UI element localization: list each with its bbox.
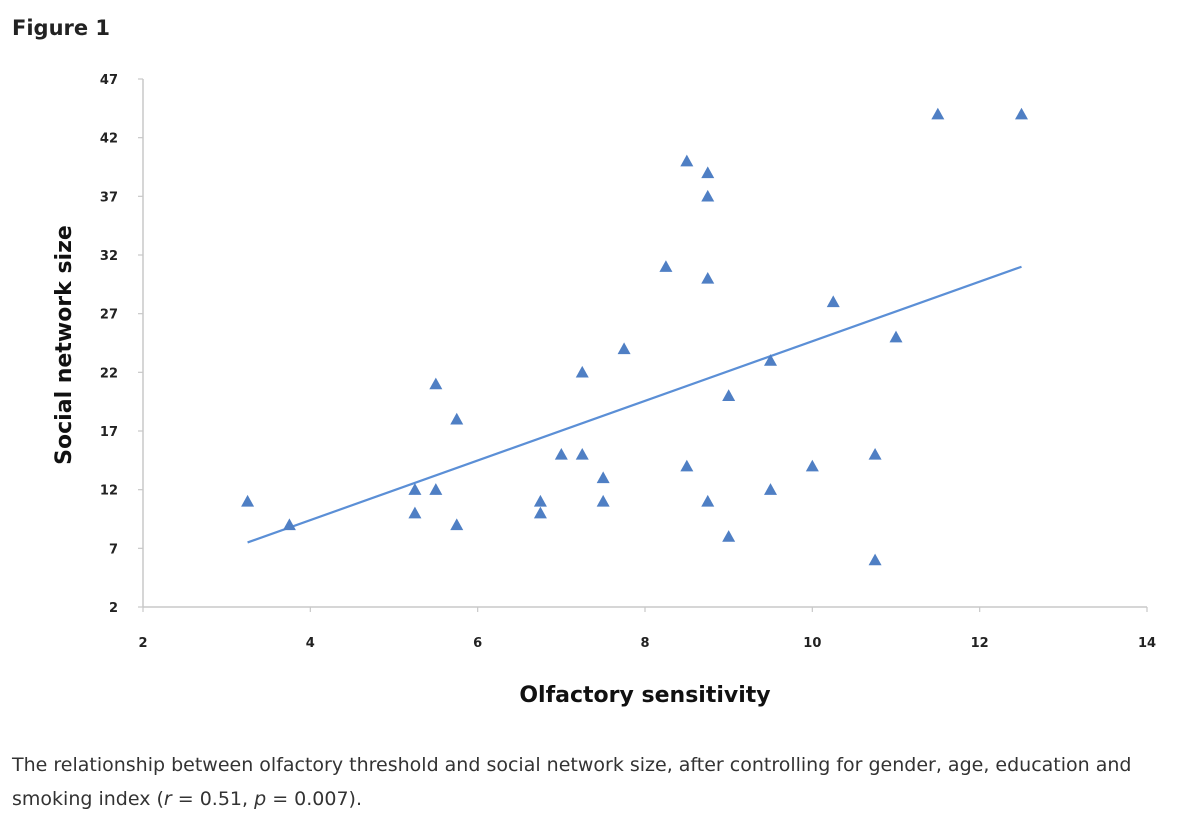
data-points xyxy=(241,107,1028,566)
data-point xyxy=(1015,107,1028,120)
data-point xyxy=(429,377,443,390)
data-point xyxy=(722,530,736,542)
y-tick-label: 27 xyxy=(100,308,118,323)
data-point xyxy=(764,354,777,366)
x-tick-label: 4 xyxy=(306,636,315,651)
data-point xyxy=(554,447,568,460)
figure-caption: The relationship between olfactory thres… xyxy=(12,748,1192,816)
data-point xyxy=(617,342,631,355)
data-point xyxy=(533,506,547,519)
data-point xyxy=(575,365,589,378)
caption-r-symbol: r xyxy=(163,788,172,810)
data-point xyxy=(868,447,882,460)
trendline-group xyxy=(247,265,1022,544)
y-tick-label: 12 xyxy=(100,484,118,499)
y-tick-label: 32 xyxy=(100,249,118,264)
data-point xyxy=(659,260,673,272)
data-point xyxy=(450,412,464,425)
data-point xyxy=(764,483,777,495)
caption-p-symbol: p xyxy=(254,788,267,810)
y-tick-label: 17 xyxy=(100,425,118,440)
data-point xyxy=(701,189,715,202)
data-point xyxy=(450,518,464,531)
y-tick-label: 37 xyxy=(100,190,118,205)
x-tick-label: 14 xyxy=(1138,636,1156,651)
x-tick-label: 2 xyxy=(138,636,147,651)
y-tick-label: 2 xyxy=(109,601,118,616)
y-axis-title: Social network size xyxy=(52,225,77,465)
x-tick-label: 6 xyxy=(473,636,482,651)
y-tick-label: 47 xyxy=(100,73,118,88)
data-point xyxy=(701,271,715,284)
data-point xyxy=(596,494,610,507)
x-tick-label: 10 xyxy=(803,636,821,651)
data-point xyxy=(701,166,715,179)
data-point xyxy=(931,107,945,120)
data-point xyxy=(282,518,296,531)
caption-r-value: = 0.51, xyxy=(171,788,255,810)
data-point xyxy=(680,154,694,167)
data-point xyxy=(596,471,610,484)
caption-text: The relationship between olfactory thres… xyxy=(12,754,1132,810)
data-point xyxy=(408,506,422,519)
y-tick-label: 22 xyxy=(100,366,118,381)
data-point xyxy=(889,330,903,343)
data-point xyxy=(805,459,819,472)
figure-title: Figure 1 xyxy=(12,16,111,40)
x-tick-labels: 2 4 6 8 10 12 14 xyxy=(138,636,1156,651)
data-point xyxy=(575,447,589,460)
y-tick-label: 42 xyxy=(100,132,118,147)
x-tick-label: 8 xyxy=(640,636,649,651)
axes xyxy=(138,78,1148,612)
data-point xyxy=(408,483,422,495)
data-point xyxy=(241,494,255,507)
data-point xyxy=(680,459,694,472)
data-point xyxy=(722,389,736,401)
caption-p-value: = 0.007). xyxy=(266,788,363,810)
data-point xyxy=(533,494,547,507)
data-point xyxy=(701,494,715,507)
x-axis-title: Olfactory sensitivity xyxy=(519,683,770,708)
data-point xyxy=(826,295,840,308)
data-point xyxy=(868,553,882,566)
data-point xyxy=(429,483,443,495)
x-tick-label: 12 xyxy=(971,636,989,651)
trendline xyxy=(247,265,1022,544)
y-tick-label: 7 xyxy=(109,542,118,557)
